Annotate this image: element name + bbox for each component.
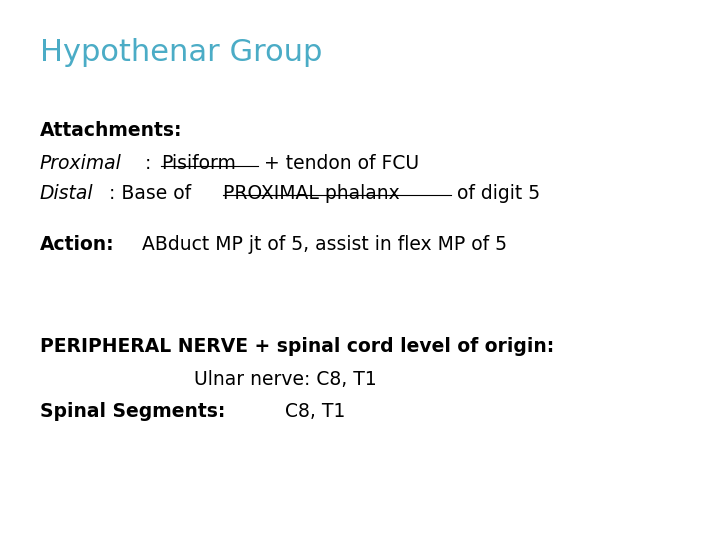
Text: PROXIMAL phalanx: PROXIMAL phalanx	[222, 184, 400, 202]
Text: Spinal Segments:: Spinal Segments:	[40, 402, 225, 421]
Text: PERIPHERAL NERVE + spinal cord level of origin:: PERIPHERAL NERVE + spinal cord level of …	[40, 338, 554, 356]
Text: + tendon of FCU: + tendon of FCU	[258, 154, 419, 173]
Text: Hypothenar Group: Hypothenar Group	[40, 38, 322, 67]
Text: :: :	[145, 154, 158, 173]
Text: ABduct MP jt of 5, assist in flex MP of 5: ABduct MP jt of 5, assist in flex MP of …	[136, 235, 507, 254]
Text: Action:: Action:	[40, 235, 114, 254]
Text: Distal: Distal	[40, 184, 93, 202]
Text: of digit 5: of digit 5	[451, 184, 540, 202]
Text: Attachments:: Attachments:	[40, 122, 182, 140]
Text: C8, T1: C8, T1	[279, 402, 345, 421]
Text: Proximal: Proximal	[40, 154, 122, 173]
Text: : Base of: : Base of	[109, 184, 197, 202]
Text: Ulnar nerve: C8, T1: Ulnar nerve: C8, T1	[194, 370, 377, 389]
Text: Pisiform: Pisiform	[161, 154, 236, 173]
